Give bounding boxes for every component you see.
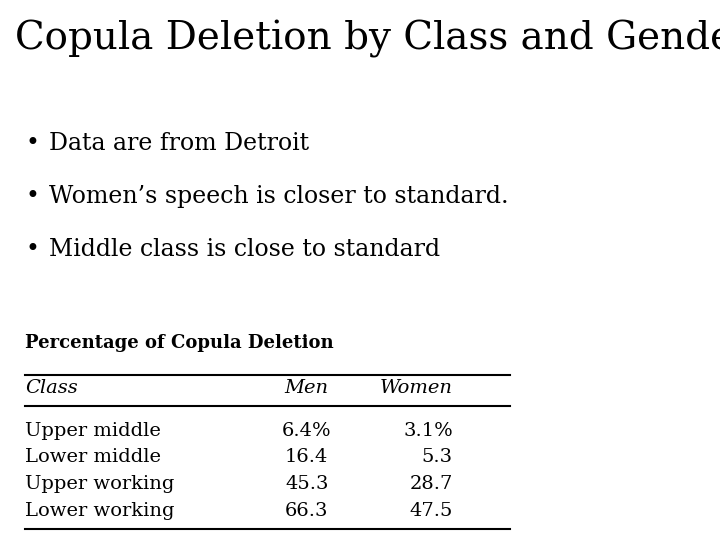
Text: 3.1%: 3.1% [403, 422, 453, 440]
Text: Upper middle: Upper middle [25, 422, 161, 440]
Text: •: • [25, 185, 39, 208]
Text: Middle class is close to standard: Middle class is close to standard [48, 238, 440, 261]
Text: Class: Class [25, 379, 78, 397]
Text: 47.5: 47.5 [410, 502, 453, 521]
Text: 16.4: 16.4 [285, 448, 328, 466]
Text: •: • [25, 132, 39, 155]
Text: Lower working: Lower working [25, 502, 174, 521]
Text: Women: Women [380, 379, 453, 397]
Text: 6.4%: 6.4% [282, 422, 332, 440]
Text: Men: Men [285, 379, 329, 397]
Text: Data are from Detroit: Data are from Detroit [48, 132, 309, 155]
Text: 28.7: 28.7 [410, 475, 453, 492]
Text: Women’s speech is closer to standard.: Women’s speech is closer to standard. [48, 185, 508, 208]
Text: 45.3: 45.3 [285, 475, 328, 492]
Text: Lower middle: Lower middle [25, 448, 161, 466]
Text: •: • [25, 238, 39, 261]
Text: Copula Deletion by Class and Gender: Copula Deletion by Class and Gender [14, 20, 720, 58]
Text: Percentage of Copula Deletion: Percentage of Copula Deletion [25, 334, 333, 352]
Text: 66.3: 66.3 [285, 502, 328, 521]
Text: Upper working: Upper working [25, 475, 174, 492]
Text: 5.3: 5.3 [422, 448, 453, 466]
